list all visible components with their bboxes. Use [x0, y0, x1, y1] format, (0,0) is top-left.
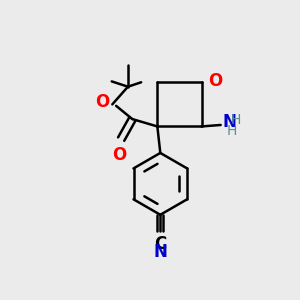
Text: H: H [226, 124, 237, 138]
Text: O: O [112, 146, 126, 164]
Text: O: O [208, 72, 222, 90]
Text: N: N [223, 113, 237, 131]
Text: N: N [153, 243, 167, 261]
Text: O: O [95, 93, 110, 111]
Text: C: C [154, 235, 167, 253]
Text: H: H [231, 113, 241, 127]
